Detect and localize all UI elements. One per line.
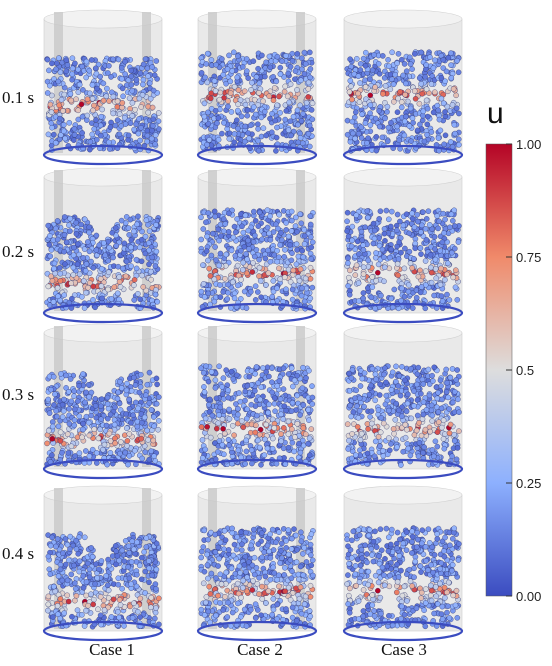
panel-row4-col1	[42, 485, 164, 642]
row-label-0.4s: 0.4 s	[2, 544, 35, 563]
panel-row2-col3	[342, 167, 464, 324]
panel-row1-col2	[196, 9, 318, 166]
colorbar-tick-0.25: 0.25	[516, 476, 542, 491]
panel-row4-col3	[342, 485, 464, 642]
colorbar-tick-0.00: 0.00	[516, 589, 542, 604]
panel-row1-col3	[342, 9, 464, 166]
panel-row1-col1	[42, 9, 164, 166]
panel-row3-col1	[42, 323, 164, 480]
column-label-case-2: Case 2	[237, 640, 283, 659]
colorbar-title: u	[487, 97, 504, 130]
panel-row2-col2	[196, 167, 318, 324]
panel-row2-col1	[42, 167, 164, 324]
column-label-case-3: Case 3	[381, 640, 427, 659]
row-label-0.2s: 0.2 s	[2, 242, 35, 261]
panel-row3-col3	[342, 323, 464, 480]
row-label-0.3s: 0.3 s	[2, 385, 35, 404]
panel-row3-col2	[196, 323, 318, 480]
colorbar-tick-1.00: 1.00	[516, 137, 542, 152]
colorbar-tick-0.75: 0.75	[516, 250, 542, 265]
colorbar-tick-0.5: 0.5	[516, 363, 535, 378]
column-label-case-1: Case 1	[89, 640, 135, 659]
colorbar	[485, 143, 513, 597]
panel-row4-col2	[196, 485, 318, 642]
row-label-0.1s: 0.1 s	[2, 88, 35, 107]
